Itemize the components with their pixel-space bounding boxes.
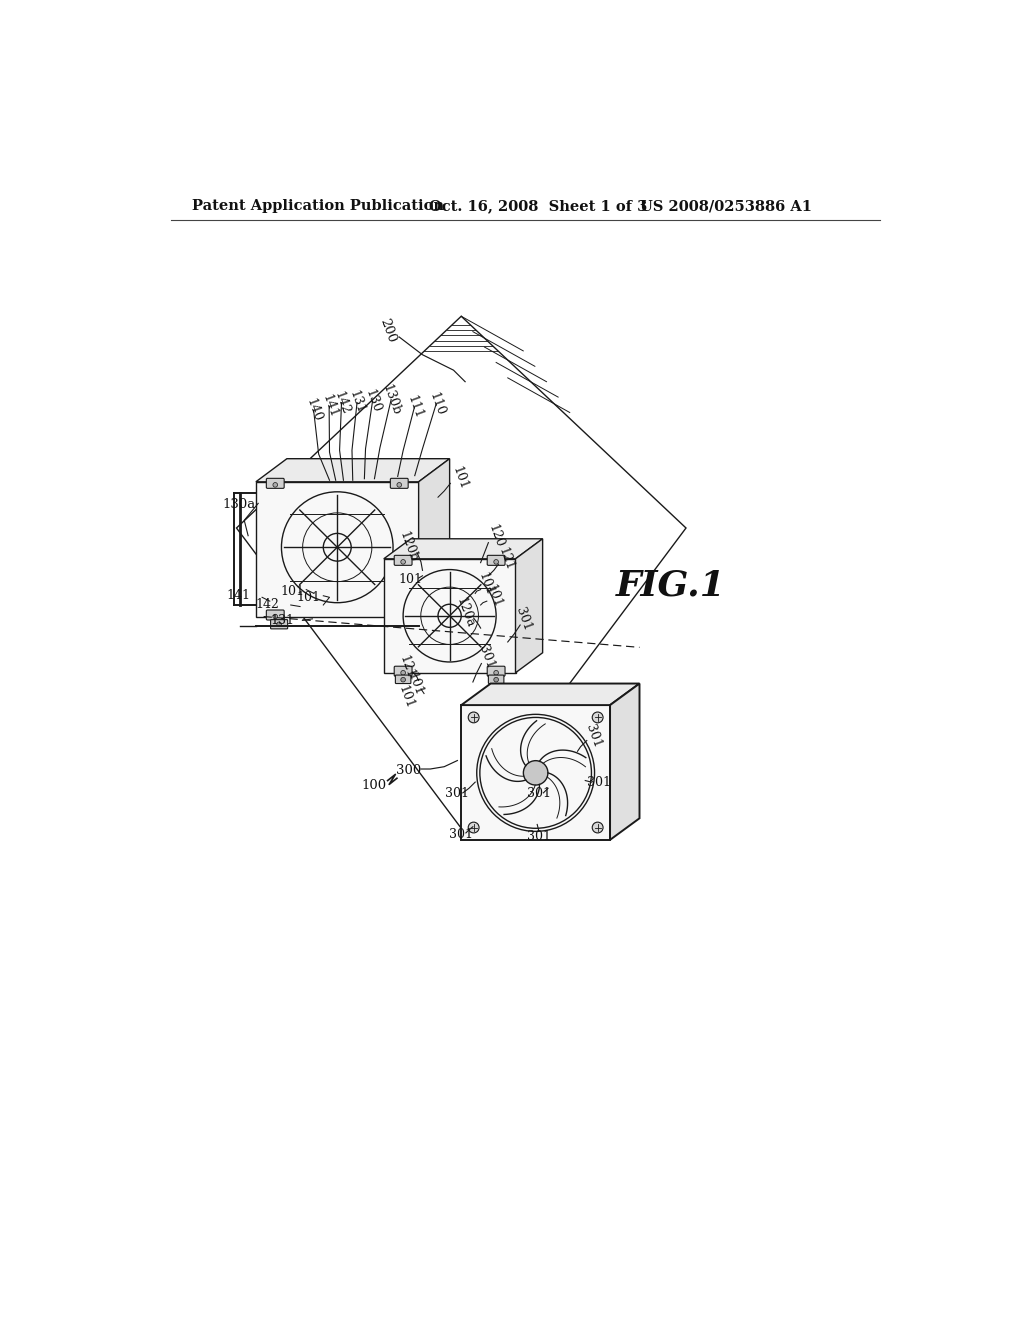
Circle shape xyxy=(273,483,278,487)
Text: 101: 101 xyxy=(395,684,416,711)
Circle shape xyxy=(393,622,397,627)
Text: 141: 141 xyxy=(319,393,340,420)
Text: FIG.1: FIG.1 xyxy=(615,569,725,603)
Text: 301: 301 xyxy=(445,787,469,800)
Text: 101: 101 xyxy=(450,465,470,491)
FancyBboxPatch shape xyxy=(266,478,285,488)
Circle shape xyxy=(494,560,499,564)
Text: 120: 120 xyxy=(485,523,506,549)
FancyBboxPatch shape xyxy=(394,667,412,676)
Text: 101: 101 xyxy=(296,591,321,603)
Text: 301: 301 xyxy=(450,828,473,841)
FancyBboxPatch shape xyxy=(390,610,409,620)
Circle shape xyxy=(397,614,401,619)
Polygon shape xyxy=(461,684,640,705)
Circle shape xyxy=(468,822,479,833)
Circle shape xyxy=(397,483,401,487)
Text: 101: 101 xyxy=(399,573,423,586)
Circle shape xyxy=(273,614,278,619)
Circle shape xyxy=(400,560,406,564)
FancyBboxPatch shape xyxy=(270,619,288,628)
Text: 142: 142 xyxy=(332,389,352,416)
Circle shape xyxy=(276,622,282,627)
Circle shape xyxy=(400,671,406,675)
Text: 301: 301 xyxy=(476,644,497,671)
FancyBboxPatch shape xyxy=(266,610,285,620)
Polygon shape xyxy=(384,558,515,673)
Text: 300: 300 xyxy=(396,764,421,777)
Text: 111: 111 xyxy=(404,393,425,421)
Polygon shape xyxy=(610,684,640,840)
Text: 101: 101 xyxy=(404,671,425,698)
Text: 301: 301 xyxy=(583,722,603,750)
Text: 101: 101 xyxy=(476,570,497,598)
Text: 141: 141 xyxy=(226,589,251,602)
Text: 301: 301 xyxy=(587,776,611,788)
Polygon shape xyxy=(384,539,543,558)
Text: Oct. 16, 2008  Sheet 1 of 3: Oct. 16, 2008 Sheet 1 of 3 xyxy=(429,199,647,213)
FancyBboxPatch shape xyxy=(395,675,411,684)
FancyBboxPatch shape xyxy=(487,667,505,676)
Text: 101: 101 xyxy=(483,582,504,610)
Circle shape xyxy=(468,711,479,723)
Circle shape xyxy=(400,677,406,682)
Text: 301: 301 xyxy=(513,606,534,632)
Circle shape xyxy=(494,677,499,682)
Polygon shape xyxy=(256,459,450,482)
Text: 130b: 130b xyxy=(380,383,403,417)
Text: 131: 131 xyxy=(270,614,295,627)
Text: 121: 121 xyxy=(496,545,516,573)
Circle shape xyxy=(494,671,499,675)
Text: 200: 200 xyxy=(377,315,398,345)
Circle shape xyxy=(592,711,603,723)
Text: 130a: 130a xyxy=(222,499,255,511)
Text: 120b: 120b xyxy=(397,531,420,565)
Text: 130: 130 xyxy=(362,388,383,414)
FancyBboxPatch shape xyxy=(394,556,412,565)
Text: 121: 121 xyxy=(397,653,417,680)
FancyBboxPatch shape xyxy=(487,556,505,565)
Polygon shape xyxy=(461,705,610,840)
Text: 301: 301 xyxy=(526,787,551,800)
Text: 131: 131 xyxy=(347,389,368,416)
Circle shape xyxy=(592,822,603,833)
Text: 301: 301 xyxy=(526,829,551,842)
Text: Patent Application Publication: Patent Application Publication xyxy=(193,199,444,213)
Circle shape xyxy=(523,760,548,785)
FancyBboxPatch shape xyxy=(390,478,409,488)
Text: 142: 142 xyxy=(255,598,280,611)
Text: 120a: 120a xyxy=(454,595,476,630)
Text: US 2008/0253886 A1: US 2008/0253886 A1 xyxy=(640,199,811,213)
Polygon shape xyxy=(419,459,450,616)
Text: 140: 140 xyxy=(304,397,325,424)
FancyBboxPatch shape xyxy=(488,675,504,684)
FancyBboxPatch shape xyxy=(387,619,403,628)
Text: 110: 110 xyxy=(426,391,446,417)
Text: 101: 101 xyxy=(281,585,305,598)
Polygon shape xyxy=(515,539,543,673)
Text: 100: 100 xyxy=(361,779,387,792)
Polygon shape xyxy=(256,482,419,616)
